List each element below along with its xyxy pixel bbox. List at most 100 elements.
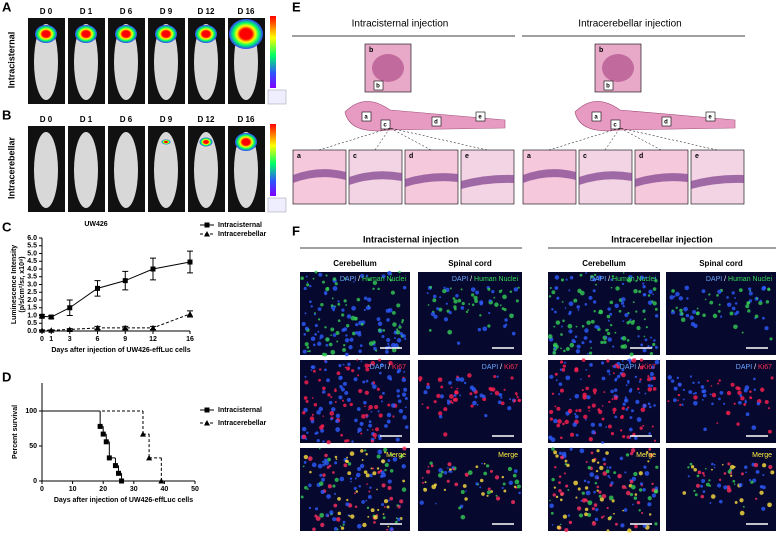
cell xyxy=(319,473,323,477)
cell xyxy=(516,396,519,399)
cell xyxy=(744,400,748,404)
cell xyxy=(490,392,493,395)
cell xyxy=(330,334,333,336)
cell xyxy=(592,388,597,393)
cell xyxy=(711,462,714,466)
marker xyxy=(122,278,128,284)
cell xyxy=(336,371,341,376)
cell xyxy=(576,344,581,349)
cell xyxy=(317,341,322,346)
cell xyxy=(742,505,745,508)
marker xyxy=(204,231,210,237)
cell xyxy=(469,392,473,396)
cell xyxy=(597,275,602,280)
section-box xyxy=(705,111,716,122)
cell xyxy=(602,471,608,476)
cell xyxy=(381,459,386,464)
section-box xyxy=(591,111,602,122)
stain-part: Ki67 xyxy=(642,364,656,371)
cell xyxy=(511,500,516,505)
cell xyxy=(342,363,345,366)
zoom-line xyxy=(619,127,718,151)
cell xyxy=(638,488,643,492)
cell xyxy=(588,351,593,355)
cell xyxy=(642,348,647,353)
cell xyxy=(344,277,347,280)
cell xyxy=(322,473,326,477)
stain-part: / xyxy=(468,276,474,283)
micrograph xyxy=(666,448,776,531)
cell xyxy=(493,296,496,299)
y-tick-label: 3.5 xyxy=(27,274,37,281)
cell xyxy=(382,516,386,520)
cell xyxy=(502,294,507,300)
cell xyxy=(477,327,482,332)
cell xyxy=(333,389,337,393)
panel-label: B xyxy=(2,107,11,122)
cell xyxy=(594,475,599,480)
y-tick-label: 1.0 xyxy=(27,312,37,319)
cell xyxy=(314,270,318,274)
cell xyxy=(337,511,342,516)
cell xyxy=(349,477,353,480)
cell xyxy=(696,474,700,478)
cell xyxy=(551,307,554,311)
y-tick-label: 3.0 xyxy=(27,281,37,288)
cell xyxy=(452,297,456,300)
cell xyxy=(759,299,762,303)
cell xyxy=(452,398,457,402)
cell xyxy=(332,277,337,281)
cell xyxy=(377,470,381,474)
cell xyxy=(343,344,346,347)
stain-part: DAPI xyxy=(736,364,752,371)
cell xyxy=(438,414,443,419)
group-title: Intracisternal injection xyxy=(352,19,449,30)
cell xyxy=(402,415,407,420)
cell xyxy=(564,419,569,425)
cell xyxy=(632,301,635,304)
cell xyxy=(621,406,625,411)
x-tick-label: 0 xyxy=(40,336,44,343)
x-tick-label: 9 xyxy=(123,336,127,343)
cell xyxy=(753,462,759,468)
cell xyxy=(330,304,334,308)
cell xyxy=(314,323,318,328)
micrograph xyxy=(418,272,522,355)
cell xyxy=(645,326,648,329)
cell xyxy=(554,372,558,376)
cell xyxy=(460,490,465,494)
cell xyxy=(324,368,327,372)
cell xyxy=(402,479,406,483)
cell xyxy=(692,309,697,314)
section-letter: c xyxy=(613,123,617,129)
cell xyxy=(394,336,396,339)
cell xyxy=(307,488,309,490)
cell xyxy=(654,279,658,283)
cell xyxy=(642,403,647,408)
stain-part: / xyxy=(498,364,504,371)
cell xyxy=(376,454,381,459)
cell xyxy=(317,318,321,321)
cell xyxy=(499,304,502,307)
cell xyxy=(709,300,714,305)
cell xyxy=(577,309,580,311)
cell xyxy=(627,406,630,409)
mouse-body xyxy=(74,132,98,208)
cell xyxy=(366,506,370,510)
stain-label: DAPI / Human Nuclei xyxy=(452,276,519,283)
cell xyxy=(762,473,765,477)
cell xyxy=(322,390,326,394)
column-title: Cerebellum xyxy=(333,259,377,268)
cell xyxy=(303,286,307,291)
zoom-line xyxy=(604,127,621,151)
cell xyxy=(639,482,644,486)
cell xyxy=(578,513,584,518)
cell xyxy=(637,335,640,338)
cell xyxy=(379,371,382,375)
inset-letter: b xyxy=(369,47,373,54)
cell xyxy=(329,510,334,515)
cell xyxy=(647,300,653,305)
row-label: Intracisternal xyxy=(6,32,16,89)
cell xyxy=(580,499,583,502)
cell xyxy=(553,450,558,455)
